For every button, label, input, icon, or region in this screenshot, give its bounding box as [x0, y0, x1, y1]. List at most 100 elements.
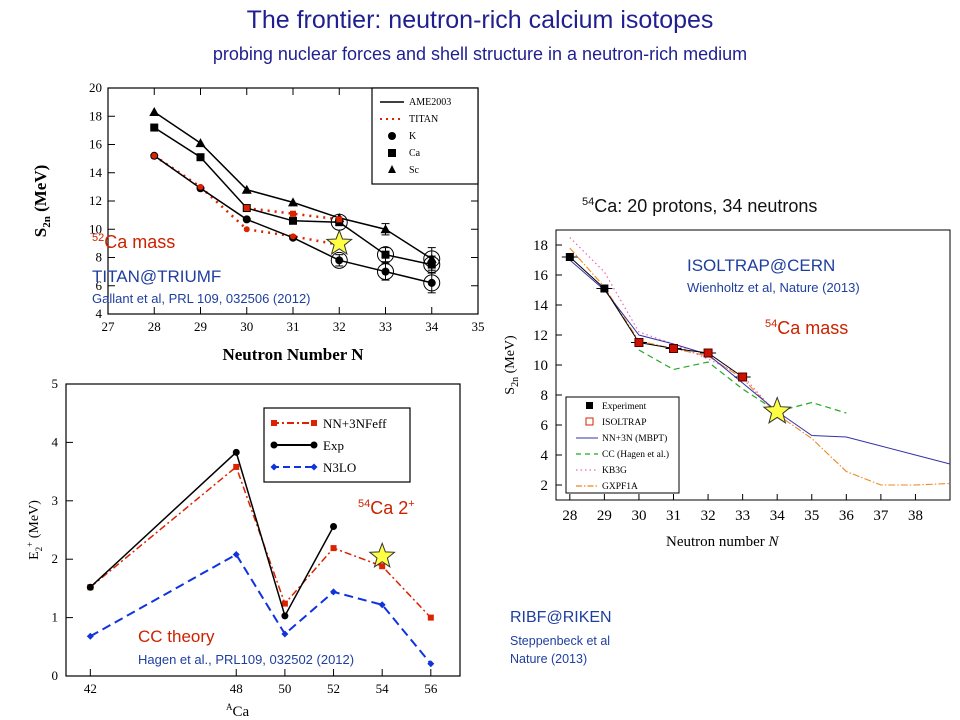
x-tick-label: 48: [230, 681, 243, 696]
x-tick-label: 50: [278, 681, 291, 696]
legend-marker-n3lo-left: [270, 463, 278, 471]
extrapolation-ring: [330, 251, 348, 269]
n3lo-point: [232, 551, 240, 559]
series-exp: [89, 450, 335, 618]
exp-point: [330, 522, 338, 530]
legend-label-isoltrap: ISOLTRAP: [602, 418, 647, 428]
sc-point: [380, 224, 391, 234]
ca-point: [427, 260, 436, 269]
ca54-2plus-label: 54Ca 2+: [358, 498, 415, 518]
y-tick-label: 6: [96, 278, 103, 293]
titan-ca-point: [290, 210, 296, 217]
legend-label-experiment: Experiment: [602, 402, 647, 412]
nn3nf-point: [427, 614, 434, 621]
x-tick-label: 27: [102, 319, 116, 334]
ca52-mass-label: 52Ca mass: [92, 232, 176, 252]
x-tick-label: 34: [425, 319, 439, 334]
x-tick-label: 37: [873, 508, 889, 524]
series-titan-ca: [246, 206, 340, 221]
titan-k-point: [290, 233, 296, 240]
y-tick-label: 2: [52, 551, 59, 566]
legend-label-sc: Sc: [409, 165, 420, 176]
titan-k-point: [151, 152, 158, 159]
ca54-star-icon: [762, 396, 792, 424]
x-tick-label: 30: [240, 319, 253, 334]
legend-label-gxpf1a: GXPF1A: [602, 482, 638, 492]
page-subtitle: probing nuclear forces and shell structu…: [212, 44, 748, 64]
y-tick-label: 2: [541, 478, 549, 494]
steppenbeck-reference-2: Nature (2013): [510, 652, 588, 666]
x-tick-label: 35: [472, 319, 485, 334]
y-axis-label: S2n (MeV): [503, 335, 521, 395]
y-tick-label: 12: [533, 328, 548, 344]
y-tick-label: 12: [89, 193, 102, 208]
y-tick-label: 16: [89, 137, 103, 152]
x-tick-label: 32: [333, 319, 346, 334]
x-tick-label: 35: [804, 508, 819, 524]
n3lo-point: [427, 660, 435, 668]
steppenbeck-reference-1: Steppenbeck et al: [510, 634, 611, 648]
experiment-point: [600, 284, 609, 293]
isoltrap-legend: Experiment ISOLTRAP NN+3N (MBPT) CC (Hag…: [565, 396, 680, 494]
titan-chart: 27 28 29 30 31 32 33 34 35 4 6 8 10 12 14 16 18 20 Neutron…: [31, 80, 485, 364]
exp-point: [232, 448, 240, 456]
y-tick-label: 10: [89, 221, 102, 236]
sc-point: [149, 107, 160, 117]
k-point: [427, 278, 436, 287]
legend-marker-sc: [388, 165, 396, 173]
x-tick-label: 56: [424, 681, 438, 696]
legend-label-exp: Exp: [323, 438, 344, 453]
legend-label-ca: Ca: [409, 148, 421, 159]
nn3nf-point: [233, 463, 240, 470]
y-tick-label: 4: [52, 434, 59, 449]
y-tick-label: 16: [533, 268, 549, 284]
titan-label: TITAN@TRIUMF: [92, 267, 222, 286]
series-mbpt: [569, 259, 951, 465]
k-point: [381, 267, 390, 276]
x-tick-label: 31: [666, 508, 681, 524]
legend-label-titan: TITAN: [409, 114, 438, 125]
x-tick-label: 38: [908, 508, 923, 524]
k-point: [242, 215, 251, 224]
ribf-label: RIBF@RIKEN: [510, 609, 612, 626]
sc-point: [195, 138, 206, 148]
legend-marker-nn3nf-left: [271, 420, 277, 426]
n3lo-point: [281, 630, 289, 638]
isoltrap-point: [703, 348, 713, 358]
isoltrap-point: [738, 372, 748, 382]
y-tick-label: 3: [52, 493, 59, 508]
legend-marker-exp-left: [270, 441, 278, 449]
cc-theory-label: CC theory: [138, 627, 215, 646]
isoltrap-point: [669, 344, 679, 353]
y-tick-label: 1: [52, 610, 59, 625]
y-tick-label: 20: [89, 80, 102, 95]
titan-ca-point: [243, 205, 250, 212]
y-tick-label: 14: [533, 298, 549, 314]
k-point: [335, 256, 344, 265]
ca54-header: 54Ca: 20 protons, 34 neutrons: [582, 196, 818, 216]
x-tick-label: 32: [701, 508, 716, 524]
y-tick-label: 18: [533, 238, 548, 254]
legend-marker-k: [388, 132, 396, 140]
titan-k-point: [243, 226, 250, 233]
legend-label-ame2003: AME2003: [409, 97, 451, 108]
series-cc: [638, 349, 847, 414]
ca52-star-icon: [325, 228, 353, 256]
legend-label-nn3nf: NN+3NFeff: [323, 416, 387, 431]
x-tick-label: 36: [839, 508, 855, 524]
sc-point: [241, 184, 252, 194]
legend-marker-exp-right: [310, 441, 318, 449]
x-tick-label: 33: [735, 508, 750, 524]
y-tick-label: 6: [541, 418, 549, 434]
legend-label-mbpt: NN+3N (MBPT): [602, 433, 667, 444]
x-tick-label: 29: [597, 508, 612, 524]
ca54-mass-label: 54Ca mass: [765, 318, 849, 338]
series-n3lo: [89, 553, 432, 665]
series-gxpf1a: [569, 247, 951, 486]
titan-ca-point: [336, 216, 343, 223]
legend-label-k: K: [409, 131, 417, 142]
x-tick-label: 42: [84, 681, 97, 696]
x-tick-label: 31: [287, 319, 300, 334]
y-tick-label: 8: [541, 388, 549, 404]
x-axis-label: Neutron Number N: [222, 345, 364, 364]
